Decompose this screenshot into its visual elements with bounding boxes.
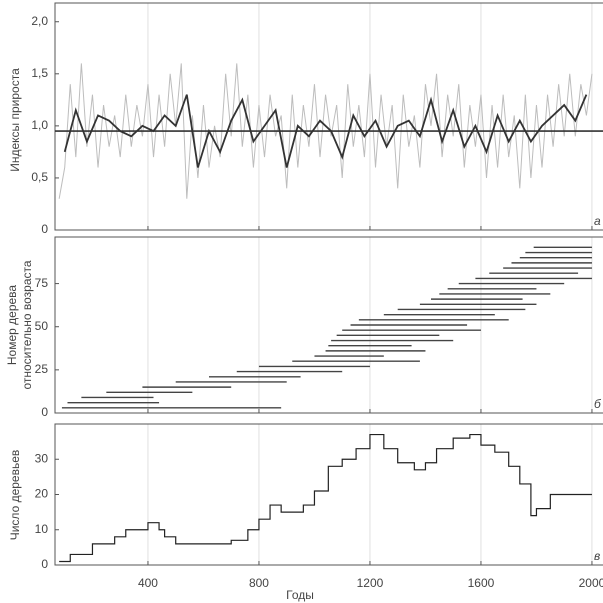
x-tick-label: 1200: [357, 576, 384, 590]
x-tick-label: 2000: [579, 576, 603, 590]
x-tick-label: 400: [138, 576, 158, 590]
y-tick-label: 10: [35, 522, 49, 536]
panel-frame: [54, 423, 603, 566]
y-tick-label: 2,0: [31, 14, 48, 28]
y-tick-label: 0: [41, 222, 48, 236]
panel-label: в: [594, 549, 600, 563]
series-line: [58, 63, 593, 199]
panel-frame: [54, 236, 603, 414]
x-tick-label: 800: [249, 576, 269, 590]
y-axis-title: Индексы прироста: [8, 68, 22, 172]
y-tick-label: 30: [35, 451, 49, 465]
panel-label: б: [594, 397, 602, 411]
step-line: [59, 433, 592, 563]
series-line: [63, 94, 588, 168]
y-axis-title: относительно возраста: [20, 260, 34, 389]
x-tick-label: 1600: [468, 576, 495, 590]
y-axis-title: Число деревьев: [8, 450, 22, 541]
y-tick-label: 0: [41, 405, 48, 419]
y-tick-label: 0,5: [31, 170, 48, 184]
panel-frame: [54, 2, 603, 231]
y-tick-label: 1,5: [31, 66, 48, 80]
y-tick-label: 75: [35, 276, 49, 290]
y-tick-label: 1,0: [31, 118, 48, 132]
y-tick-label: 0: [41, 557, 48, 571]
panel-label: а: [594, 214, 601, 228]
y-axis-title: Номер дерева: [5, 285, 19, 366]
x-axis-title: Годы: [286, 588, 314, 602]
y-tick-label: 25: [35, 362, 49, 376]
y-tick-label: 20: [35, 487, 49, 501]
y-tick-label: 50: [35, 319, 49, 333]
